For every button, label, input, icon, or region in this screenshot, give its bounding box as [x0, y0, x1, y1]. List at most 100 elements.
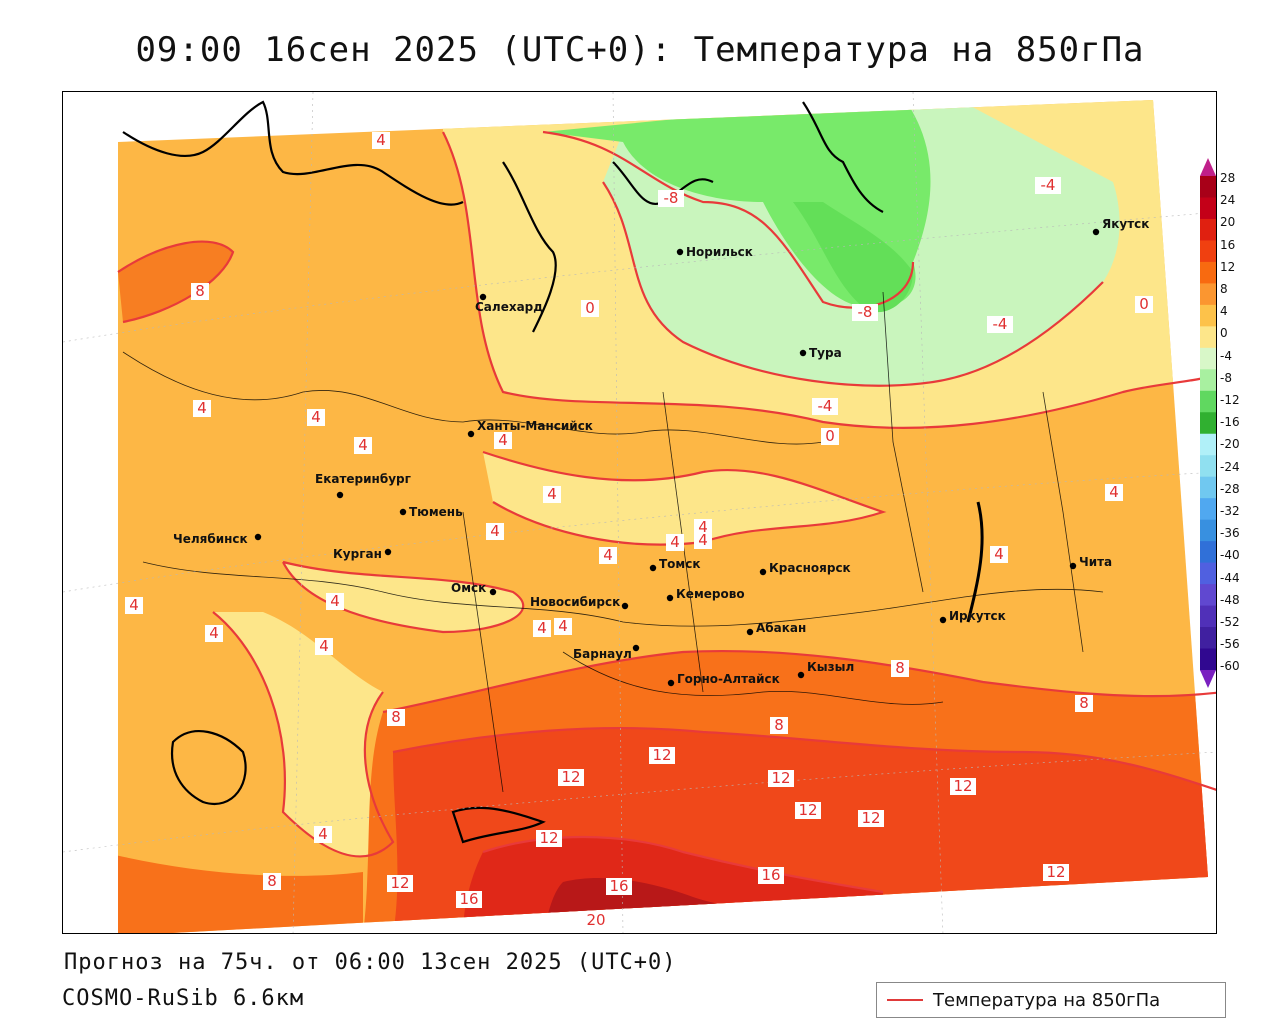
svg-text:12: 12 [390, 874, 409, 892]
colorbar-tick-label: -28 [1220, 481, 1240, 496]
contour-value-label: 0 [821, 427, 839, 445]
colorbar-tick-label: 0 [1220, 326, 1228, 341]
colorbar-segment [1200, 648, 1216, 671]
contour-value-label: 4 [326, 592, 344, 610]
city-marker[interactable]: Иркутск [939, 609, 1006, 624]
contour-value-label: 4 [990, 545, 1008, 563]
city-marker[interactable]: Горно-Алтайск [667, 672, 780, 687]
map-area[interactable]: Норильск Якутск Салехард Тура Ханты-Мансийск… [62, 91, 1217, 934]
city-label: Абакан [756, 621, 806, 635]
city-label: Норильск [686, 245, 753, 259]
colorbar-segment [1200, 476, 1216, 499]
svg-text:4: 4 [698, 518, 708, 536]
city-marker[interactable]: Абакан [746, 621, 806, 636]
svg-text:12: 12 [1046, 863, 1065, 881]
colorbar-tick-label: 28 [1220, 171, 1236, 185]
city-marker[interactable]: Салехард [475, 293, 543, 314]
contour-value-label: 8 [1075, 694, 1093, 712]
city-dot [939, 616, 947, 624]
svg-text:4: 4 [994, 545, 1004, 563]
contour-value-label: -4 [987, 315, 1013, 333]
colorbar-segment [1200, 197, 1216, 220]
colorbar-segment [1200, 390, 1216, 413]
city-label: Кызыл [807, 660, 854, 674]
svg-text:4: 4 [311, 408, 321, 426]
contour-value-label: 12 [558, 768, 584, 786]
city-marker[interactable]: Кызыл [797, 660, 854, 679]
contour-value-label: 4 [314, 825, 332, 843]
city-label: Горно-Алтайск [677, 672, 780, 686]
forecast-info: Прогноз на 75ч. от 06:00 13сен 2025 (UTC… [64, 950, 677, 975]
field-8-12-west [118, 241, 233, 322]
colorbar-segment [1200, 240, 1216, 263]
city-marker[interactable]: Томск [649, 557, 701, 572]
contour-value-label: 20 [583, 911, 609, 929]
city-dot [384, 548, 392, 556]
city-marker[interactable]: Тура [799, 346, 842, 360]
city-dot [797, 671, 805, 679]
city-label: Чита [1079, 555, 1112, 569]
contour-value-label: 4 [486, 522, 504, 540]
city-marker[interactable]: Красноярск [759, 561, 851, 576]
contour-value-label: 4 [193, 399, 211, 417]
svg-text:8: 8 [895, 659, 905, 677]
colorbar-tick-label: -48 [1220, 592, 1240, 607]
city-dot [649, 564, 657, 572]
city-marker[interactable]: Ханты-Мансийск [467, 419, 593, 438]
coastline [122, 100, 984, 844]
city-dot [667, 679, 675, 687]
svg-text:4: 4 [376, 131, 386, 149]
contour-value-label: 12 [1043, 863, 1069, 881]
city-label: Новосибирск [530, 595, 620, 609]
contour-value-label: 16 [758, 866, 784, 884]
city-marker[interactable]: Омск [451, 581, 497, 596]
svg-text:0: 0 [825, 427, 835, 445]
svg-text:16: 16 [609, 877, 628, 895]
temperature-field [118, 100, 1208, 933]
city-marker[interactable]: Чита [1069, 555, 1112, 570]
colorbar-tick-label: -4 [1220, 348, 1232, 363]
city-marker[interactable]: Норильск [676, 245, 753, 259]
colorbar-tick-label: -36 [1220, 526, 1240, 541]
city-marker[interactable]: Тюмень [399, 505, 463, 519]
svg-text:4: 4 [197, 399, 207, 417]
svg-text:4: 4 [603, 546, 613, 564]
svg-text:4: 4 [319, 637, 329, 655]
city-marker[interactable]: Новосибирск [530, 595, 629, 610]
contour-value-label: 8 [891, 659, 909, 677]
contour-value-label: 4 [599, 546, 617, 564]
city-dot [621, 602, 629, 610]
contour-value-label: 4 [494, 431, 512, 449]
colorbar-tick-label: -60 [1220, 659, 1240, 674]
city-marker[interactable]: Якутск [1092, 217, 1150, 236]
contour-value-label: 4 [125, 596, 143, 614]
colorbar-tick-label: 24 [1220, 193, 1236, 208]
city-marker[interactable]: Челябинск [173, 532, 262, 546]
colorbar-segment [1200, 627, 1216, 650]
borders [122, 291, 1104, 793]
contour-value-label: 12 [387, 874, 413, 892]
city-label: Тюмень [409, 505, 463, 519]
colorbar-tick-label: -24 [1220, 459, 1240, 474]
temperature-map: Норильск Якутск Салехард Тура Ханты-Мансийск… [63, 92, 1216, 933]
city-label: Екатеринбург [315, 472, 411, 486]
contour-value-label: 4 [694, 531, 712, 549]
svg-text:4: 4 [547, 485, 557, 503]
city-marker[interactable]: Кемерово [666, 587, 745, 602]
city-marker[interactable]: Барнаул [573, 644, 640, 661]
legend-label: Температура на 850гПа [933, 989, 1161, 1011]
svg-text:12: 12 [771, 769, 790, 787]
colorbar-segment [1200, 218, 1216, 241]
city-dot [632, 644, 640, 652]
colorbar-tick-label: -32 [1220, 504, 1240, 518]
contour-value-label: 8 [387, 708, 405, 726]
colorbar-segment [1200, 369, 1216, 392]
contour-value-label: 4 [666, 533, 684, 551]
city-dot [799, 349, 807, 357]
city-marker[interactable]: Екатеринбург [315, 472, 411, 499]
city-dot [254, 533, 262, 541]
contour-value-label: 8 [770, 716, 788, 734]
city-marker[interactable]: Курган [333, 547, 392, 561]
colorbar-tick-label: -8 [1220, 370, 1232, 385]
